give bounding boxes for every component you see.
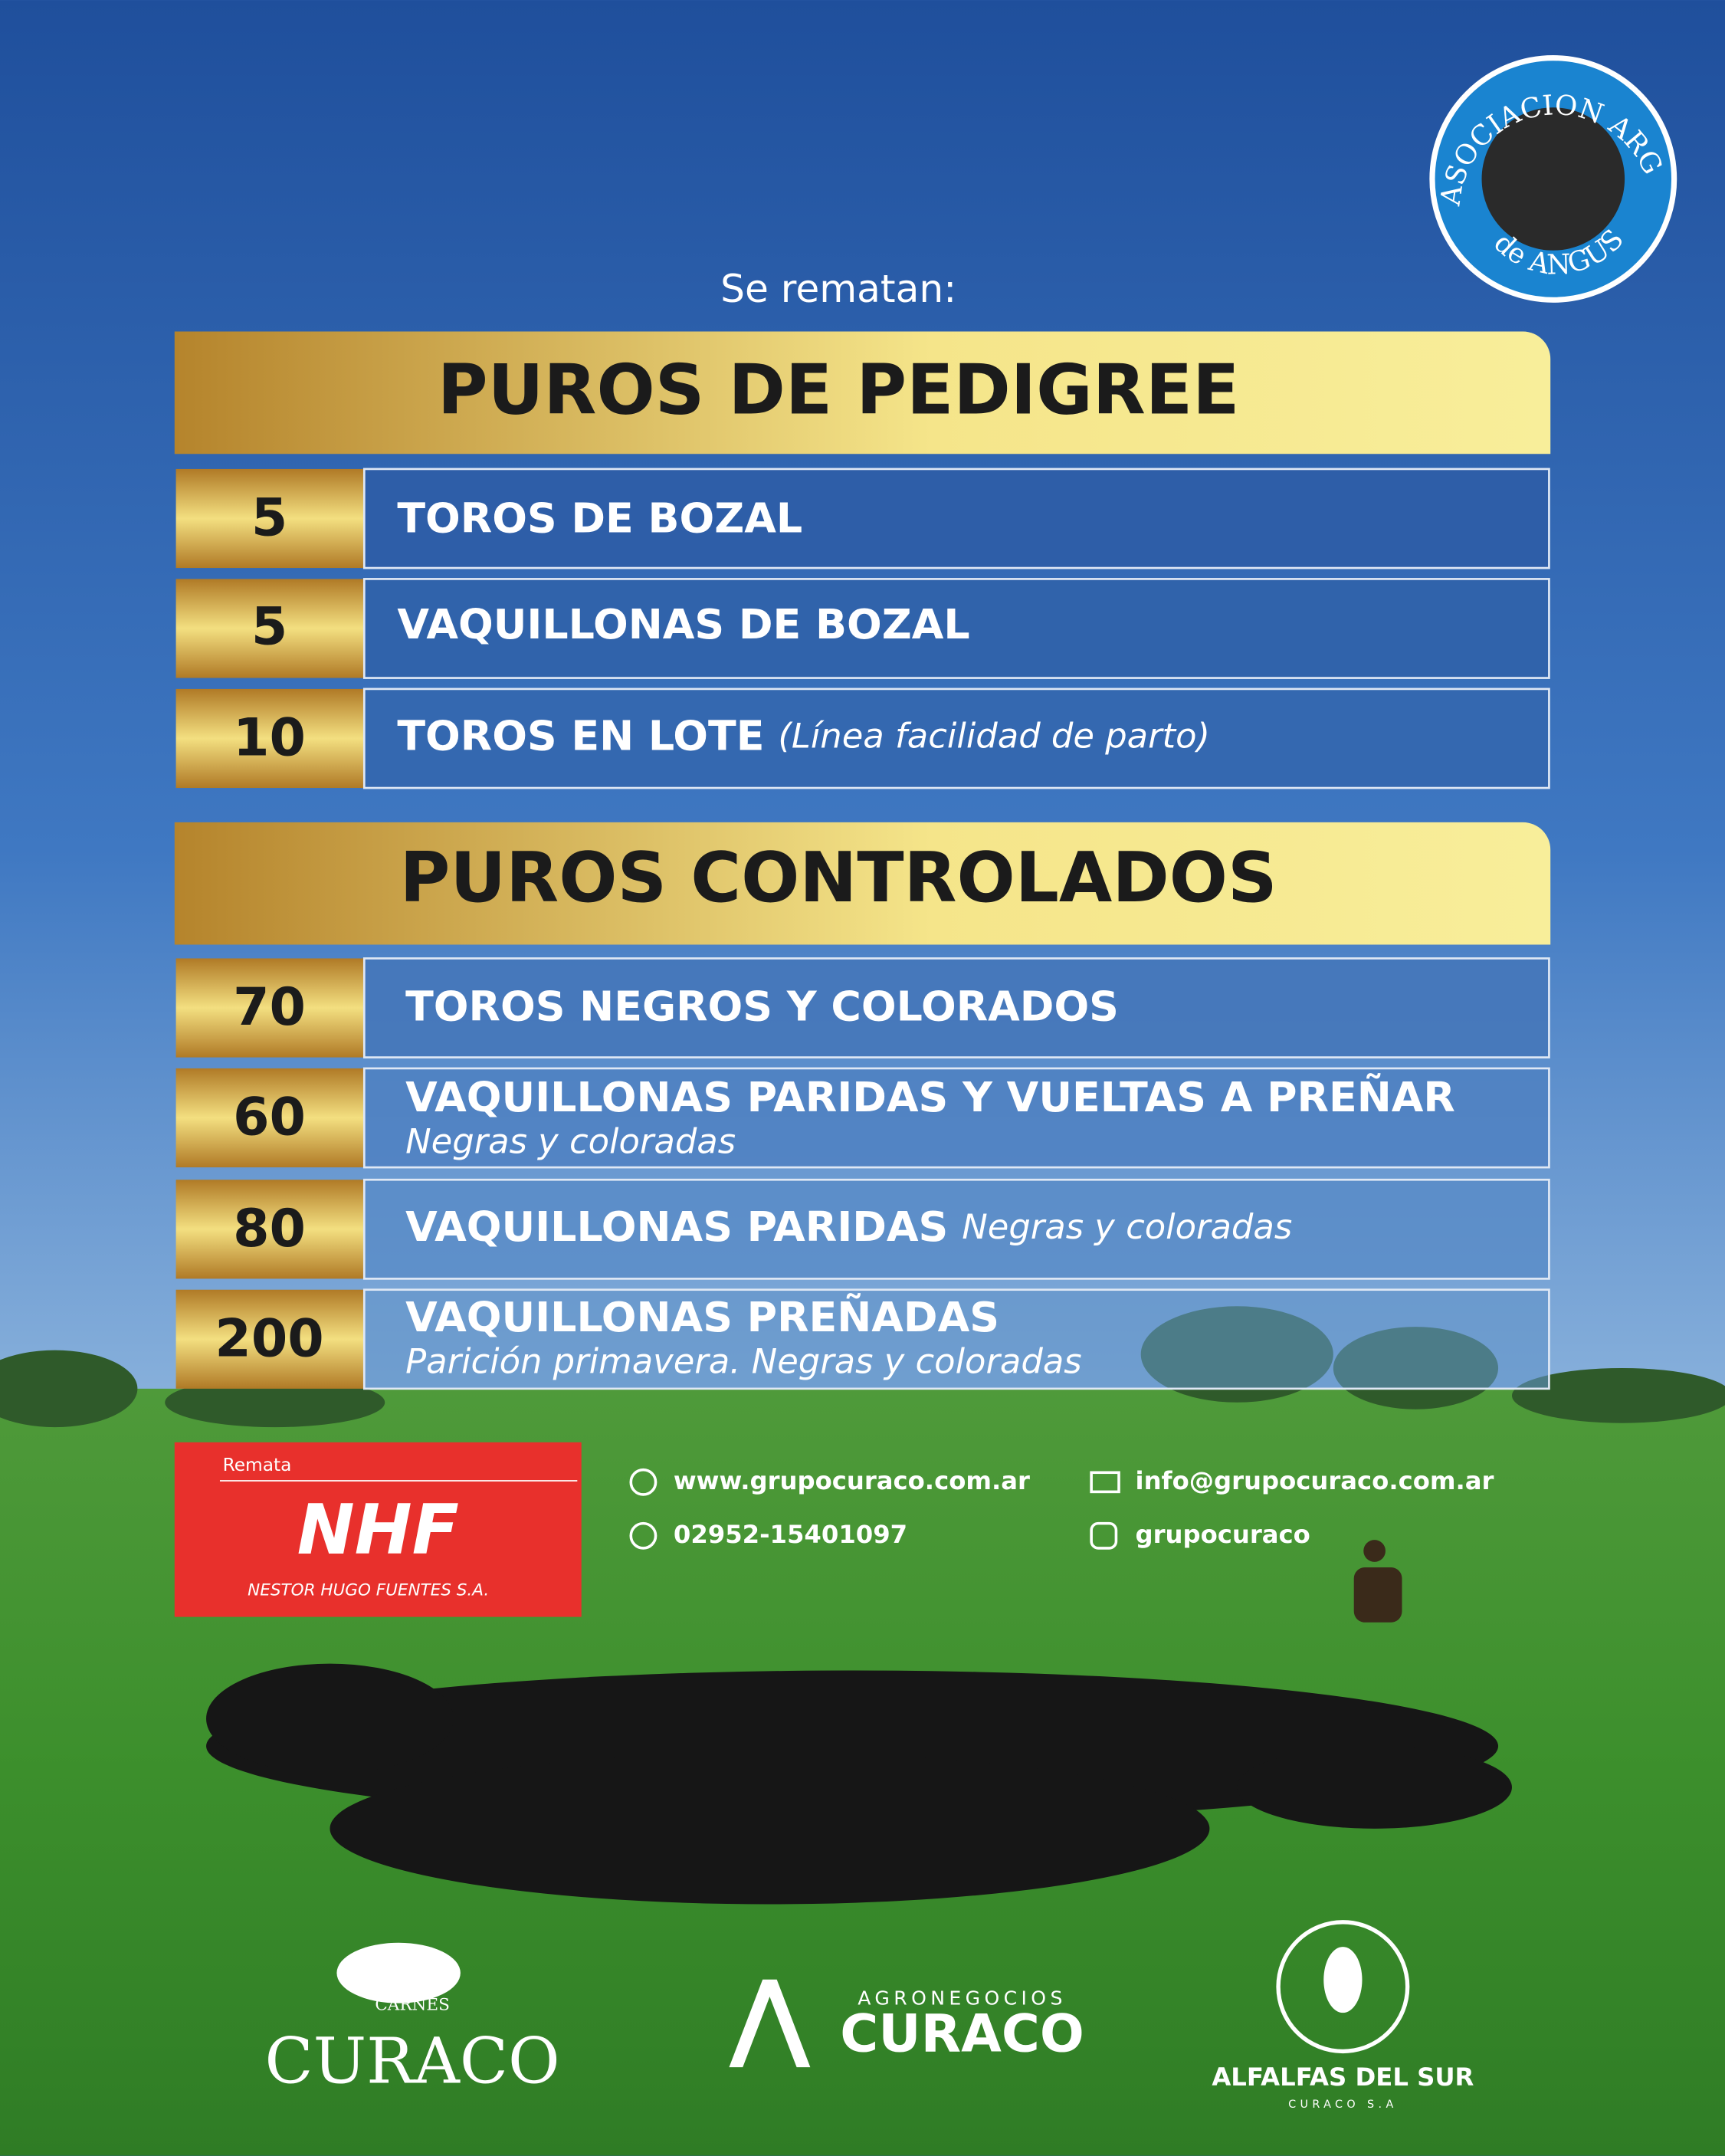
- carnes-name: CURACO: [265, 2025, 560, 2099]
- cattle: [206, 1663, 1512, 1905]
- caption: Remata: [223, 1455, 292, 1475]
- qty-box: [175, 1180, 365, 1279]
- section-header: [174, 822, 1551, 945]
- quantity: 10: [233, 708, 306, 769]
- qty-box: [175, 1068, 365, 1168]
- phone[interactable]: 02952-15401097: [674, 1520, 907, 1549]
- qty-box: [175, 688, 365, 789]
- quantity: 60: [233, 1088, 306, 1148]
- label: VAQUILLONAS PREÑADAS: [405, 1293, 999, 1341]
- section-title: PUROS DE PEDIGREE: [438, 350, 1239, 430]
- label: VAQUILLONAS PARIDAS Y VUELTAS A PREÑAR: [405, 1073, 1455, 1121]
- quantity: 70: [233, 977, 306, 1038]
- rider: [1353, 1540, 1402, 1623]
- quantity: 200: [215, 1308, 323, 1369]
- row-box: [362, 687, 1550, 789]
- qty-box: [175, 1289, 365, 1389]
- row-box: [362, 1178, 1550, 1280]
- quantity: 5: [251, 488, 287, 549]
- label-line: TOROS EN LOTE (Línea facilidad de parto): [397, 711, 1210, 760]
- nhf-logo: NHF: [297, 1491, 459, 1570]
- contacts: www.grupocuraco.com.ar info@grupocuraco.…: [629, 1466, 1494, 1550]
- label: VAQUILLONAS DE BOZAL: [397, 600, 969, 648]
- label: TOROS DE BOZAL: [397, 494, 802, 543]
- quantity: 5: [251, 596, 287, 657]
- qty-box: [175, 958, 365, 1058]
- footer-logos: CARNES CURACO ⋀ AGRONEGOCIOS CURACO ALFA…: [265, 1920, 1474, 2111]
- auctioneer: Remata NHF NESTOR HUGO FUENTES S.A.: [174, 1442, 582, 1617]
- qty-box: [175, 579, 365, 678]
- alfalfas-name: ALFALFAS DEL SUR: [1212, 2062, 1474, 2092]
- svg-text:⋀: ⋀: [730, 1959, 811, 2072]
- agro-small: AGRONEGOCIOS: [858, 1987, 1066, 2009]
- quantity: 80: [233, 1199, 306, 1259]
- note: (Línea facilidad de parto): [778, 715, 1210, 756]
- label-line: VAQUILLONAS PARIDAS Negras y coloradas: [405, 1202, 1292, 1250]
- section-header: [174, 331, 1551, 454]
- carnes-small: CARNES: [375, 1996, 449, 2015]
- row-box: [362, 468, 1550, 569]
- qty-box: [175, 468, 365, 569]
- auctioneer-box: [174, 1442, 582, 1617]
- label: VAQUILLONAS PARIDAS: [405, 1202, 948, 1250]
- alfalfas-small: CURACO S.A: [1288, 2099, 1398, 2111]
- row-box: [362, 1067, 1550, 1169]
- email[interactable]: info@grupocuraco.com.ar: [1136, 1466, 1494, 1495]
- note: Parición primavera. Negras y coloradas: [405, 1341, 1082, 1382]
- rows: 70 TOROS NEGROS Y COLORADOS 60 VAQUILLON…: [175, 957, 1550, 1390]
- auctioneer-name: NESTOR HUGO FUENTES S.A.: [248, 1581, 489, 1600]
- agro-name: CURACO: [840, 2003, 1084, 2064]
- web[interactable]: www.grupocuraco.com.ar: [674, 1466, 1030, 1495]
- label: TOROS NEGROS Y COLORADOS: [405, 982, 1119, 1030]
- rows: 5 TOROS DE BOZAL 5 VAQUILLONAS DE BOZAL …: [175, 468, 1550, 789]
- note: Negras y coloradas: [405, 1121, 736, 1162]
- row-box: [362, 1288, 1550, 1390]
- label: TOROS EN LOTE: [397, 711, 764, 760]
- note: Negras y coloradas: [962, 1206, 1292, 1247]
- row-box: [362, 578, 1550, 679]
- section-title: PUROS CONTROLADOS: [400, 838, 1277, 918]
- instagram[interactable]: grupocuraco: [1136, 1520, 1310, 1549]
- intro: Se rematan:: [720, 266, 956, 311]
- row-box: [362, 957, 1550, 1058]
